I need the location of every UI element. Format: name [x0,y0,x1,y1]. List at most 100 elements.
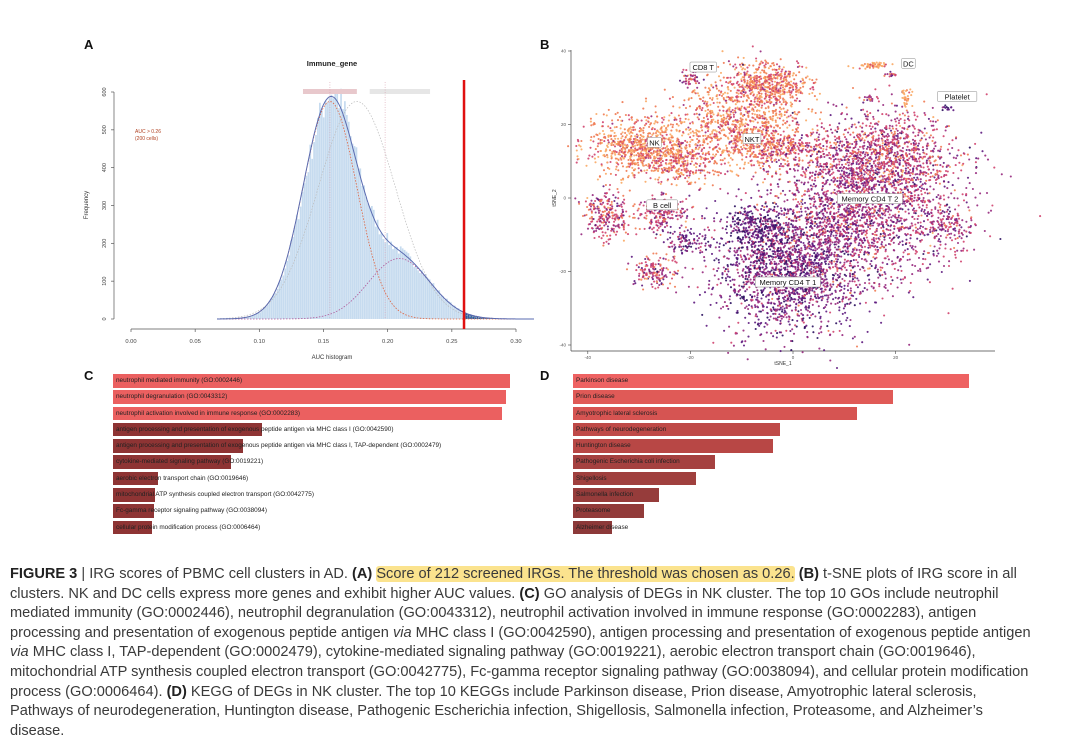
scatter-point [787,109,789,111]
scatter-point [612,212,614,214]
scatter-point [614,138,616,140]
scatter-point [769,99,771,101]
scatter-point [735,119,737,121]
scatter-point [779,149,781,151]
scatter-point [713,102,715,104]
scatter-point [760,115,762,117]
scatter-point [787,142,789,144]
scatter-point [842,313,844,315]
scatter-point [687,155,689,157]
scatter-point [590,136,592,138]
scatter-point [663,116,665,118]
scatter-point [658,181,660,183]
scatter-point [752,65,754,67]
scatter-point [699,233,701,235]
scatter-point [760,100,762,102]
scatter-point [685,221,687,223]
scatter-point [654,150,656,152]
scatter-point [726,96,728,98]
scatter-point [817,262,819,264]
scatter-point [655,237,657,239]
scatter-point [810,272,812,274]
scatter-point [793,262,795,264]
scatter-point [741,142,743,144]
scatter-point [709,146,711,148]
scatter-point [578,158,580,160]
scatter-point [755,60,757,62]
scatter-point [702,271,704,273]
scatter-point [694,144,696,146]
scatter-point [738,248,740,250]
scatter-point [804,244,806,246]
scatter-point [786,121,788,123]
scatter-point [784,307,786,309]
scatter-point [661,224,663,226]
scatter-point [741,84,743,86]
scatter-point [641,284,643,286]
scatter-point [742,287,744,289]
scatter-point [734,110,736,112]
scatter-point [783,78,785,80]
scatter-point [648,117,650,119]
scatter-point [767,62,769,64]
scatter-point [767,173,769,175]
scatter-point [665,163,667,165]
scatter-point [731,147,733,149]
scatter-point [601,203,603,205]
scatter-point [679,130,681,132]
scatter-point [775,114,777,116]
scatter-point [681,169,683,171]
scatter-point [662,169,664,171]
scatter-point [774,256,776,258]
scatter-point [737,81,739,83]
scatter-point [602,121,604,123]
scatter-point [681,234,683,236]
scatter-point [768,94,770,96]
scatter-point [644,145,646,147]
scatter-point [671,260,673,262]
scatter-point [698,178,700,180]
scatter-point [655,156,657,158]
scatter-point [665,167,667,169]
scatter-point [754,321,756,323]
scatter-point [733,288,735,290]
scatter-point [769,85,771,87]
scatter-point [606,218,608,220]
scatter-point [732,65,734,67]
scatter-point [644,212,646,214]
scatter-point [812,313,814,315]
scatter-point [621,224,623,226]
scatter-point [739,151,741,153]
scatter-point [791,328,793,330]
scatter-point [755,146,757,148]
scatter-point [751,178,753,180]
scatter-point [661,270,663,272]
scatter-point [821,288,823,290]
scatter-point [768,165,770,167]
scatter-point [800,232,802,234]
scatter-point [716,131,718,133]
scatter-point [820,331,822,333]
scatter-point [677,170,679,172]
scatter-point [662,152,664,154]
scatter-point [613,200,615,202]
scatter-point [669,282,671,284]
scatter-point [615,158,617,160]
scatter-point [740,113,742,115]
scatter-point [869,310,871,312]
scatter-point [722,124,724,126]
scatter-point [737,272,739,274]
scatter-point [621,206,623,208]
scatter-point [628,139,630,141]
scatter-point [800,80,802,82]
scatter-point [669,98,671,100]
scatter-point [757,122,759,124]
scatter-point [597,145,599,147]
scatter-point [786,116,788,118]
scatter-point [655,120,657,122]
scatter-point [738,263,740,265]
scatter-point [645,164,647,166]
scatter-point [602,125,604,127]
scatter-point [739,64,741,66]
scatter-point [613,151,615,153]
